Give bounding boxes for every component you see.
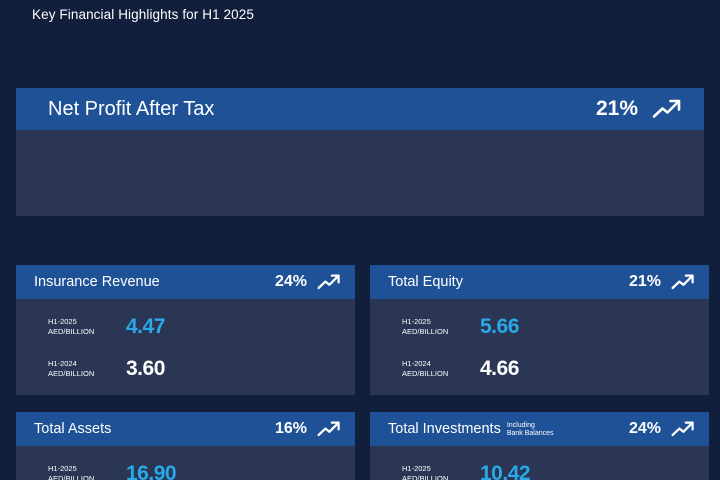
card-total-investments: Total Investments Including Bank Balance… — [370, 412, 709, 480]
metric-label: H1-2025 AED/BILLION — [402, 317, 480, 337]
change-percentage: 21% — [595, 97, 638, 120]
trending-up-arrow-icon — [652, 98, 682, 120]
card-subtitle-line1: Including — [506, 421, 535, 429]
metric-label: H1-2025 AED/BILLION — [402, 464, 480, 480]
metric-h1-2025: H1-2025 AED/BILLION 4.47 — [48, 315, 165, 339]
card-header: Total Investments Including Bank Balance… — [370, 412, 709, 446]
metric-unit: AED/BILLION — [402, 327, 449, 336]
metric-period: H1-2024 — [402, 359, 431, 368]
metric-h1-2025: H1-2025 AED/BILLION 5.66 — [402, 315, 519, 339]
card-header: Total Assets 16% — [16, 412, 355, 446]
trending-up-arrow-icon — [671, 273, 695, 291]
card-header: Total Equity 21% — [370, 265, 709, 299]
card-title: Total Assets — [34, 421, 112, 437]
metric-unit: AED/BILLION — [402, 369, 449, 378]
card-total-equity: Total Equity 21% H1-2025 AED/BILLION 5.6… — [370, 265, 709, 395]
trending-up-arrow-icon — [671, 420, 695, 438]
metric-period: H1-2025 — [402, 317, 431, 326]
card-subtitle: Including Bank Balances — [507, 422, 554, 439]
metric-period: H1-2025 — [402, 464, 431, 473]
card-total-assets: Total Assets 16% H1-2025 AED/BILLION 16.… — [16, 412, 355, 480]
metric-unit: AED/BILLION — [48, 369, 95, 378]
metric-value: 4.66 — [480, 357, 519, 380]
metric-h1-2024: H1-2024 AED/BILLION 4.66 — [402, 357, 519, 381]
metric-value: 5.66 — [480, 315, 519, 338]
metric-unit: AED/BILLION — [402, 474, 449, 480]
change-percentage: 24% — [274, 273, 307, 290]
metric-h1-2025: H1-2025 AED/BILLION 10.42 — [402, 462, 531, 480]
metric-label: H1-2025 AED/BILLION — [48, 464, 126, 480]
card-title: Net Profit After Tax — [48, 97, 215, 120]
metric-period: H1-2025 — [48, 317, 77, 326]
change-percentage: 24% — [628, 420, 661, 437]
change-percentage: 16% — [274, 420, 307, 437]
metric-period: H1-2025 — [48, 464, 77, 473]
card-title: Total Investments — [388, 421, 501, 437]
page-title: Key Financial Highlights for H1 2025 — [32, 7, 254, 22]
card-header: Net Profit After Tax 21% — [16, 88, 704, 130]
metric-label: H1-2025 AED/BILLION — [48, 317, 126, 337]
metric-unit: AED/BILLION — [48, 474, 95, 480]
metric-label: H1-2024 AED/BILLION — [402, 359, 480, 379]
card-subtitle-line2: Bank Balances — [506, 430, 554, 437]
card-title: Insurance Revenue — [34, 274, 160, 290]
metric-value: 10.42 — [480, 462, 531, 480]
metric-value: 16.90 — [126, 462, 177, 480]
metric-h1-2025: H1-2025 AED/BILLION 16.90 — [48, 462, 177, 480]
change-percentage: 21% — [628, 273, 661, 290]
trending-up-arrow-icon — [317, 420, 341, 438]
card-net-profit-after-tax: Net Profit After Tax 21% H1-2025 AED/MIL… — [16, 88, 704, 216]
metric-label: H1-2024 AED/BILLION — [48, 359, 126, 379]
card-insurance-revenue: Insurance Revenue 24% H1-2025 AED/BILLIO… — [16, 265, 355, 395]
metric-value: 4.47 — [126, 315, 165, 338]
metric-h1-2024: H1-2024 AED/BILLION 3.60 — [48, 357, 165, 381]
metric-value: 3.60 — [126, 357, 165, 380]
metric-unit: AED/BILLION — [48, 327, 95, 336]
trending-up-arrow-icon — [317, 273, 341, 291]
metric-period: H1-2024 — [48, 359, 77, 368]
card-title: Total Equity — [388, 274, 463, 290]
card-header: Insurance Revenue 24% — [16, 265, 355, 299]
